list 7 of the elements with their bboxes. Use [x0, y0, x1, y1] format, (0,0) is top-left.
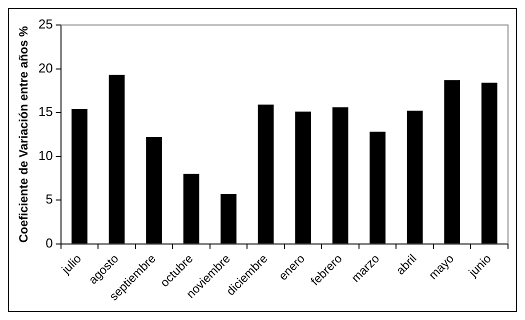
y-tick-label: 5	[46, 192, 53, 207]
y-tick-label: 25	[38, 16, 53, 32]
y-tick-label: 10	[38, 148, 53, 163]
y-axis-title: Coeficiente de Variación entre años %	[16, 26, 31, 243]
y-tick-label: 15	[38, 104, 53, 120]
y-tick-label: 0	[46, 235, 53, 250]
y-tick-label: 20	[38, 60, 53, 76]
